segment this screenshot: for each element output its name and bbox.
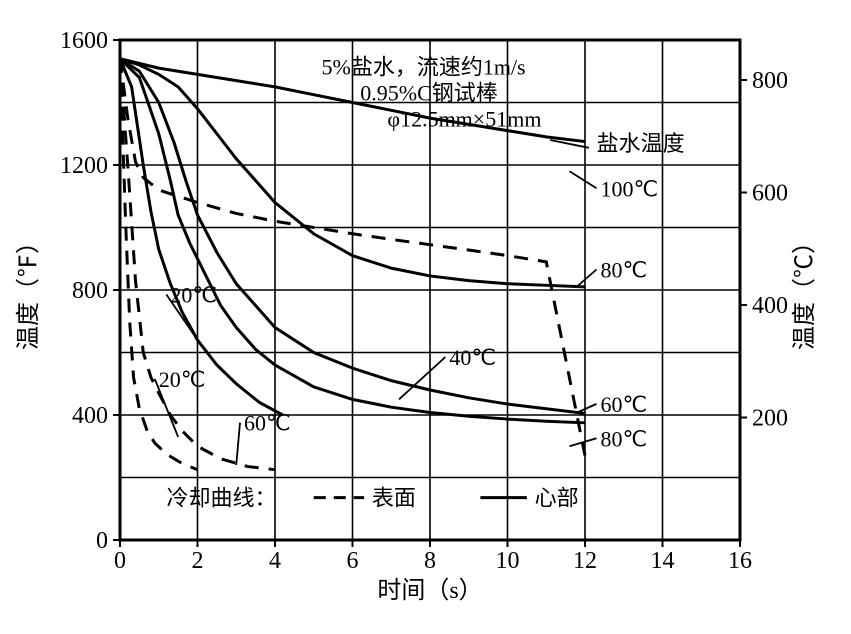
- legend-surface: 表面: [372, 486, 416, 511]
- legend-prefix: 冷却曲线：: [167, 486, 277, 511]
- y-right-tick-label: 800: [752, 68, 788, 94]
- y-right-tick-label: 600: [752, 181, 788, 207]
- cooling-curves-chart: 0 2 4 6 8 10 12 14 16 时间（s） 0 400 800 1200 1600 200 400 6…: [0, 0, 851, 634]
- x-tick-label: 10: [496, 548, 520, 574]
- lbl-100C: 100℃: [601, 176, 659, 201]
- x-axis-label: 时间（s）: [377, 577, 482, 604]
- x-tick-label: 0: [114, 548, 126, 574]
- leader-lbl-80C-center: [577, 270, 596, 287]
- x-tick-label: 4: [269, 548, 281, 574]
- y-left-tick-label: 1600: [60, 28, 108, 54]
- lbl-60C-surf: 60℃: [244, 411, 291, 436]
- x-tick-label: 2: [192, 548, 204, 574]
- lbl-80C-surf: 80℃: [601, 426, 648, 451]
- leader-lbl-100C: [570, 171, 597, 188]
- lbl-20C-surf: 20℃: [159, 367, 206, 392]
- y-right-axis-label: 温度（℃）: [791, 230, 818, 350]
- y-left-axis-label: 温度（℉）: [15, 230, 42, 350]
- lbl-40C: 40℃: [449, 345, 496, 370]
- x-tick-label: 6: [347, 548, 359, 574]
- anno-line1: 5%盐水，流速约1m/s: [322, 55, 526, 80]
- leader-lbl-60C-surf: [236, 423, 240, 465]
- x-tick-label: 12: [573, 548, 597, 574]
- anno-line3: φ12.5mm×51mm: [387, 107, 541, 132]
- x-tick-label: 14: [651, 548, 675, 574]
- y-right-tick-label: 400: [752, 293, 788, 319]
- lbl-60C-center: 60℃: [601, 392, 648, 417]
- x-tick-label: 8: [424, 548, 436, 574]
- y-left-tick-label: 0: [96, 528, 108, 554]
- lbl-20C-center: 20℃: [170, 283, 217, 308]
- y-right-tick-label: 200: [752, 406, 788, 432]
- lbl-80C-center: 80℃: [601, 258, 648, 283]
- leader-lbl-60C-center: [577, 404, 596, 413]
- y-left-tick-label: 1200: [60, 153, 108, 179]
- anno-saltwater: 盐水温度: [597, 131, 685, 156]
- anno-line2: 0.95%C钢试棒: [360, 81, 498, 106]
- curve-surface_20C: [120, 59, 198, 470]
- legend-center: 心部: [535, 486, 579, 511]
- y-left-tick-label: 400: [72, 403, 108, 429]
- x-tick-label: 16: [728, 548, 752, 574]
- y-left-tick-label: 800: [72, 278, 108, 304]
